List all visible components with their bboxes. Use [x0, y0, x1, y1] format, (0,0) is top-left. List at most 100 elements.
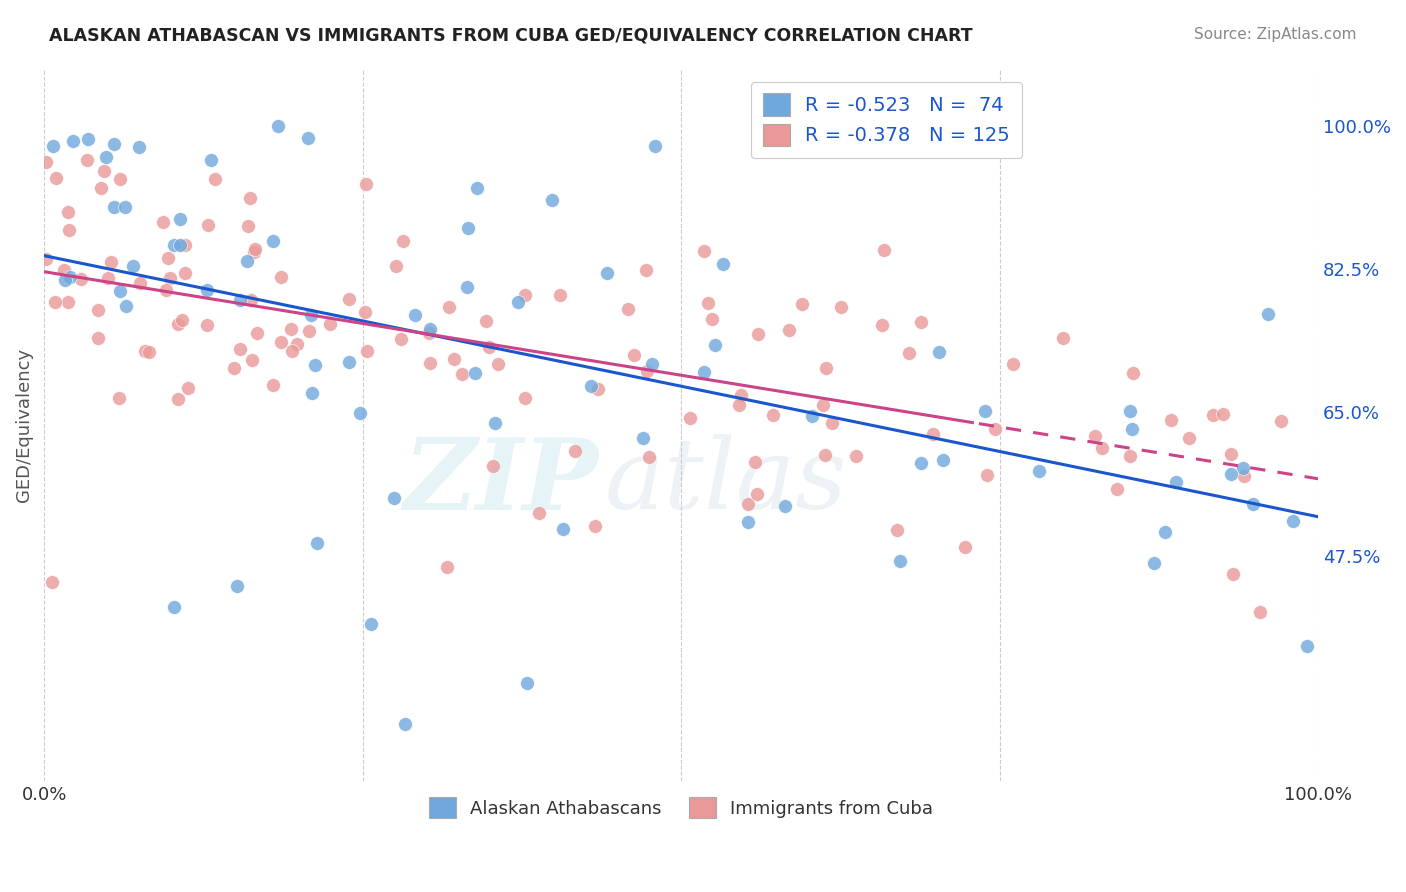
Point	[157, 251, 180, 265]
Point	[35, 252, 58, 267]
Point	[280, 322, 302, 336]
Point	[96, 150, 118, 164]
Point	[553, 523, 575, 537]
Point	[747, 326, 769, 341]
Point	[134, 344, 156, 359]
Point	[103, 136, 125, 151]
Point	[1212, 407, 1234, 421]
Point	[811, 398, 834, 412]
Point	[465, 181, 488, 195]
Point	[58, 205, 80, 219]
Point	[886, 523, 908, 537]
Point	[1220, 467, 1243, 481]
Point	[385, 259, 408, 273]
Point	[644, 139, 666, 153]
Point	[195, 318, 218, 332]
Point	[464, 366, 486, 380]
Point	[928, 344, 950, 359]
Point	[200, 153, 222, 168]
Point	[114, 200, 136, 214]
Point	[1083, 428, 1105, 442]
Point	[225, 579, 247, 593]
Point	[45, 171, 67, 186]
Point	[693, 244, 716, 258]
Point	[1143, 556, 1166, 570]
Point	[588, 382, 610, 396]
Point	[270, 269, 292, 284]
Point	[267, 119, 290, 133]
Point	[508, 294, 530, 309]
Point	[115, 299, 138, 313]
Point	[297, 131, 319, 145]
Point	[443, 352, 465, 367]
Point	[696, 296, 718, 310]
Point	[456, 280, 478, 294]
Point	[285, 336, 308, 351]
Point	[1257, 307, 1279, 321]
Point	[1166, 475, 1188, 490]
Point	[93, 164, 115, 178]
Point	[392, 234, 415, 248]
Point	[87, 331, 110, 345]
Point	[728, 398, 751, 412]
Point	[1232, 461, 1254, 475]
Point	[700, 311, 723, 326]
Point	[955, 540, 977, 554]
Point	[319, 317, 342, 331]
Point	[478, 340, 501, 354]
Point	[910, 456, 932, 470]
Point	[42, 139, 65, 153]
Point	[623, 349, 645, 363]
Point	[262, 234, 284, 248]
Point	[873, 243, 896, 257]
Point	[52, 263, 75, 277]
Point	[1119, 449, 1142, 463]
Point	[814, 448, 837, 462]
Point	[166, 317, 188, 331]
Point	[711, 257, 734, 271]
Point	[1107, 482, 1129, 496]
Point	[1052, 331, 1074, 345]
Point	[100, 255, 122, 269]
Point	[1241, 496, 1264, 510]
Point	[270, 334, 292, 349]
Point	[1028, 464, 1050, 478]
Point	[337, 355, 360, 369]
Point	[1249, 605, 1271, 619]
Point	[792, 297, 814, 311]
Point	[1202, 408, 1225, 422]
Point	[1220, 447, 1243, 461]
Point	[419, 322, 441, 336]
Point	[58, 222, 80, 236]
Point	[762, 409, 785, 423]
Point	[870, 318, 893, 333]
Point	[240, 353, 263, 368]
Point	[169, 238, 191, 252]
Point	[748, 136, 770, 150]
Point	[419, 355, 441, 369]
Point	[638, 450, 661, 465]
Point	[481, 458, 503, 473]
Point	[236, 253, 259, 268]
Point	[437, 300, 460, 314]
Point	[159, 270, 181, 285]
Point	[821, 416, 844, 430]
Point	[486, 357, 509, 371]
Point	[596, 266, 619, 280]
Text: Source: ZipAtlas.com: Source: ZipAtlas.com	[1194, 27, 1357, 42]
Point	[337, 293, 360, 307]
Text: ZIP: ZIP	[404, 434, 599, 530]
Point	[1121, 422, 1143, 436]
Point	[703, 338, 725, 352]
Point	[548, 287, 571, 301]
Point	[129, 277, 152, 291]
Point	[984, 422, 1007, 436]
Point	[513, 391, 536, 405]
Point	[41, 575, 63, 590]
Point	[845, 449, 868, 463]
Y-axis label: GED/Equivalency: GED/Equivalency	[15, 348, 32, 502]
Point	[243, 245, 266, 260]
Point	[243, 242, 266, 256]
Point	[974, 403, 997, 417]
Point	[174, 266, 197, 280]
